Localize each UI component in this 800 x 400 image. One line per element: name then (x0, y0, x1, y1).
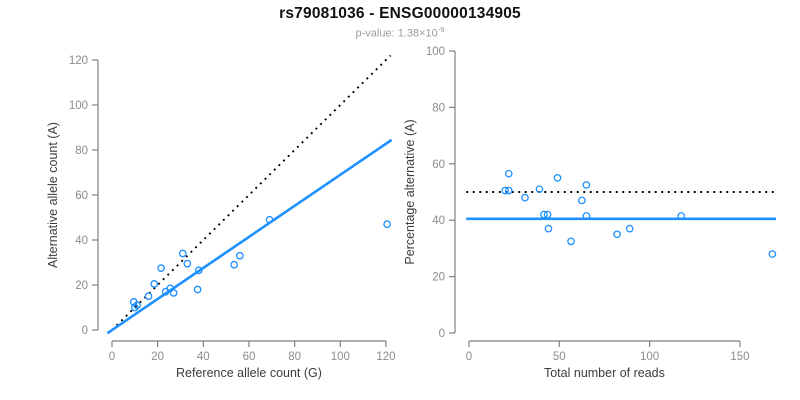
y-tick-label: 80 (432, 102, 445, 114)
data-point (193, 285, 202, 294)
data-point (567, 237, 575, 246)
y-tick-label: 100 (426, 46, 445, 58)
data-point (553, 174, 562, 182)
data-point (521, 193, 529, 202)
data-point (183, 259, 192, 268)
data-point (540, 210, 548, 219)
y-tick-label: 20 (432, 272, 445, 284)
data-point (504, 186, 513, 195)
y-tick-label: 40 (75, 235, 88, 247)
data-point (677, 212, 686, 220)
pvalue-exponent: -9 (437, 25, 445, 34)
data-point (613, 230, 621, 239)
x-tick-label: 100 (331, 351, 350, 363)
data-point (383, 220, 391, 229)
data-point (625, 224, 634, 233)
x-tick-label: 60 (243, 351, 256, 363)
data-point (130, 303, 139, 312)
percentage-scatter: 0 20 40 60 80 100 0 50 100 150 Total number of rea… (403, 46, 777, 380)
data-point (582, 212, 591, 220)
data-point (582, 181, 591, 189)
x-tick-label: 120 (376, 351, 395, 363)
data-point (150, 280, 159, 288)
fit-line (106, 138, 393, 335)
y-tick-label: 60 (75, 190, 88, 202)
data-point (157, 264, 165, 272)
data-point (543, 210, 552, 219)
y-axis-title: Alternative allele count (A) (46, 122, 60, 268)
y-axis-title: Percentage alternative (A) (403, 119, 417, 264)
data-point (169, 289, 178, 297)
x-tick-label: 40 (197, 351, 210, 363)
pvalue-subtitle: p-value: 1.38×10-9 (0, 25, 800, 40)
x-tick-label: 100 (640, 351, 659, 363)
data-point (178, 249, 187, 258)
x-axis-title: Reference allele count (G) (176, 366, 322, 380)
data-point (133, 301, 141, 310)
allele-count-scatter: 0 20 40 60 80 100 120 0 20 40 60 80 100 120 Reference … (46, 54, 396, 380)
x-tick-label: 80 (288, 351, 301, 363)
y-tick-label: 40 (432, 215, 445, 227)
y-tick-label: 0 (439, 328, 445, 340)
y-tick-label: 20 (75, 280, 88, 292)
data-point (230, 260, 238, 269)
x-tick-label: 50 (553, 351, 566, 363)
x-tick-label: 20 (151, 351, 164, 363)
data-point (768, 250, 777, 258)
identity-line (111, 54, 392, 331)
data-point (578, 196, 586, 205)
data-point (544, 224, 553, 233)
y-tick-label: 0 (82, 325, 88, 337)
y-tick-label: 80 (75, 145, 88, 157)
x-axis-title: Total number of reads (544, 366, 665, 380)
x-tick-label: 0 (466, 351, 472, 363)
y-tick-label: 100 (69, 100, 88, 112)
data-point (265, 215, 274, 224)
data-point (535, 185, 544, 194)
x-tick-label: 0 (109, 351, 115, 363)
data-point (504, 169, 513, 178)
data-point (235, 251, 244, 260)
data-point (501, 186, 509, 195)
data-point (144, 292, 153, 301)
y-tick-label: 60 (432, 159, 445, 171)
y-tick-label: 120 (69, 55, 88, 67)
x-tick-label: 150 (730, 351, 749, 363)
pvalue-base: p-value: 1.38×10 (355, 27, 438, 40)
data-point (194, 266, 203, 275)
page-title: rs79081036 - ENSG00000134905 (279, 5, 521, 22)
